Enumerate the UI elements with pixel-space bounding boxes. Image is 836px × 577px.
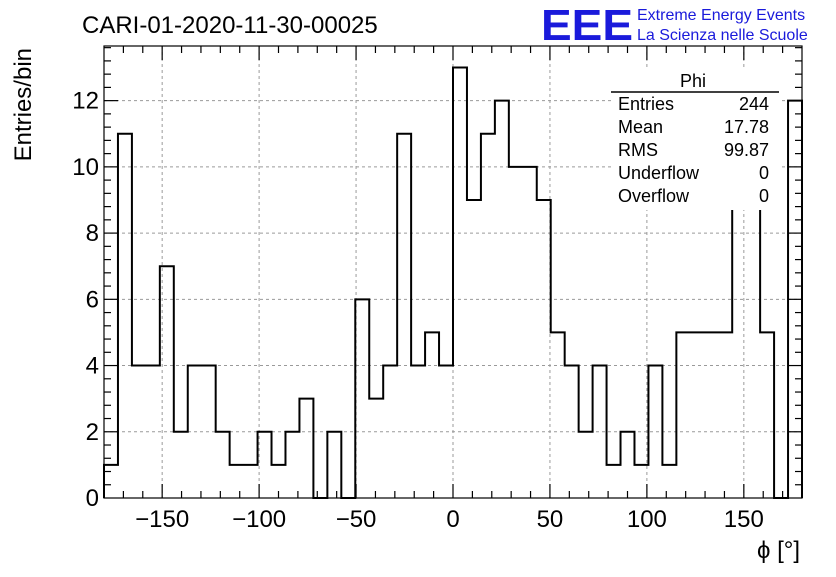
x-tick-label: 100 [627, 506, 667, 533]
stats-label: Mean [618, 117, 663, 137]
y-axis-label: Entries/bin [10, 48, 37, 161]
x-axis-label: ϕ [°] [757, 537, 800, 564]
chart-title: CARI-01-2020-11-30-00025 [82, 12, 378, 39]
stats-box-title: Phi [680, 71, 706, 91]
stats-label: RMS [618, 140, 658, 160]
stats-value: 0 [759, 186, 769, 206]
stats-box-background [611, 70, 779, 210]
stats-value: 17.78 [724, 117, 769, 137]
x-tick-label: −100 [232, 506, 286, 533]
y-tick-label: 8 [86, 220, 99, 247]
stats-value: 244 [739, 94, 769, 114]
stats-label: Overflow [618, 186, 690, 206]
stats-value: 0 [759, 163, 769, 183]
y-tick-label: 2 [86, 419, 99, 446]
stats-box: Phi Entries 244 Mean 17.78 RMS 99.87 Underflow… [611, 70, 779, 210]
stats-value: 99.87 [724, 140, 769, 160]
y-tick-labels: 0 2 4 6 8 10 12 [72, 88, 99, 512]
stats-label: Underflow [618, 163, 700, 183]
y-tick-label: 6 [86, 286, 99, 313]
x-tick-label: 0 [446, 506, 459, 533]
eee-logo-line1: Extreme Energy Events [637, 7, 805, 24]
x-tick-label: 150 [724, 506, 764, 533]
plot-frame [103, 45, 803, 499]
eee-logo-line2: La Scienza nelle Scuole [637, 27, 808, 44]
eee-logo-mark: EEE [541, 1, 633, 50]
axis-ticks [104, 46, 802, 498]
eee-logo: EEE Extreme Energy Events La Scienza nel… [541, 1, 808, 50]
x-tick-label: −150 [135, 506, 189, 533]
x-tick-labels: −150 −100 −50 0 50 100 150 [135, 506, 764, 533]
stats-label: Entries [618, 94, 674, 114]
y-tick-label: 4 [86, 353, 99, 380]
stats-rows: Entries 244 Mean 17.78 RMS 99.87 Underflow 0 Ove… [618, 94, 769, 206]
x-tick-label: 50 [537, 506, 564, 533]
y-tick-label: 12 [72, 88, 99, 115]
x-tick-label: −50 [336, 506, 377, 533]
y-tick-label: 10 [72, 154, 99, 181]
histogram-outline [103, 66, 803, 499]
y-tick-label: 0 [86, 485, 99, 512]
